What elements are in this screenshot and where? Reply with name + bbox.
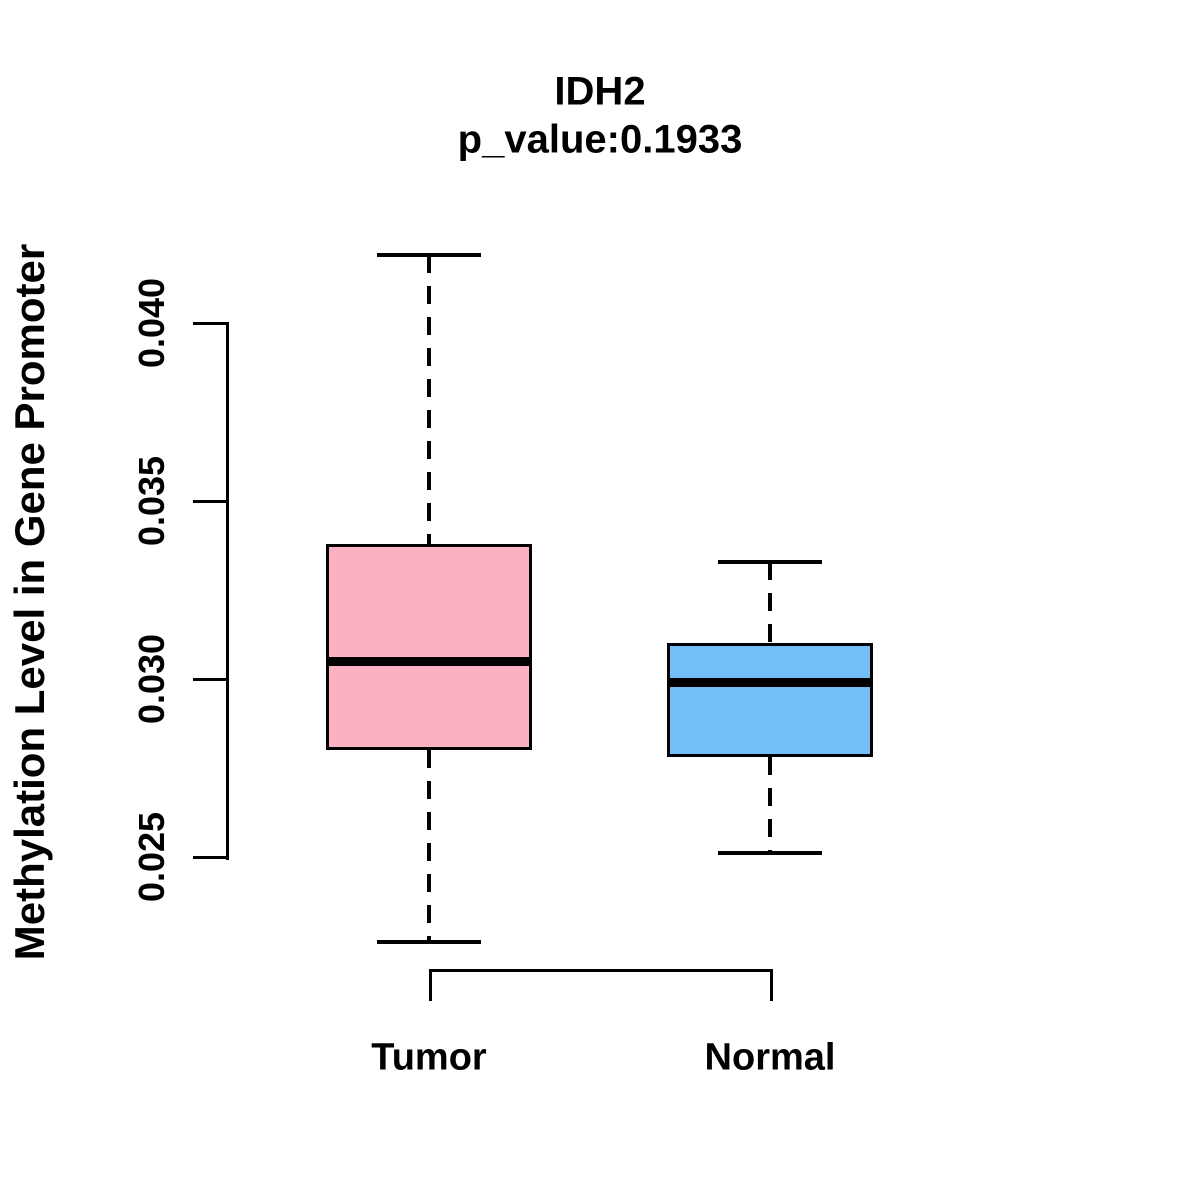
median-tumor [326,656,532,666]
whisker-cap-upper-tumor [377,253,481,258]
y-axis-line [226,323,229,860]
y-axis-label: Methylation Level in Gene Promoter [6,243,53,961]
chart-subtitle: p_value:0.1933 [457,117,743,162]
box-normal [667,643,873,758]
y-tick [193,322,229,325]
whisker-cap-lower-tumor [377,940,481,945]
whisker-cap-upper-normal [718,559,822,564]
median-normal [667,678,873,688]
y-tick-label: 0.025 [131,811,172,903]
y-tick-label: 0.030 [131,633,172,725]
x-tick-label-normal: Normal [704,1036,836,1079]
whisker-lower-tumor [427,750,431,943]
x-tick-label-tumor: Tumor [371,1036,487,1079]
x-axis-tick-right [770,969,773,1001]
y-tick [193,678,229,681]
chart-title: IDH2 [554,69,646,114]
x-axis-tick-left [429,969,432,1001]
x-axis-line [429,969,773,972]
y-tick-label: 0.035 [131,455,172,547]
whisker-cap-lower-normal [718,851,822,856]
whisker-upper-normal [768,561,772,644]
y-tick-label: 0.040 [131,277,172,369]
box-tumor [326,543,532,751]
y-tick [193,856,229,859]
whisker-upper-tumor [427,255,431,544]
y-tick [193,500,229,503]
whisker-lower-normal [768,757,772,854]
